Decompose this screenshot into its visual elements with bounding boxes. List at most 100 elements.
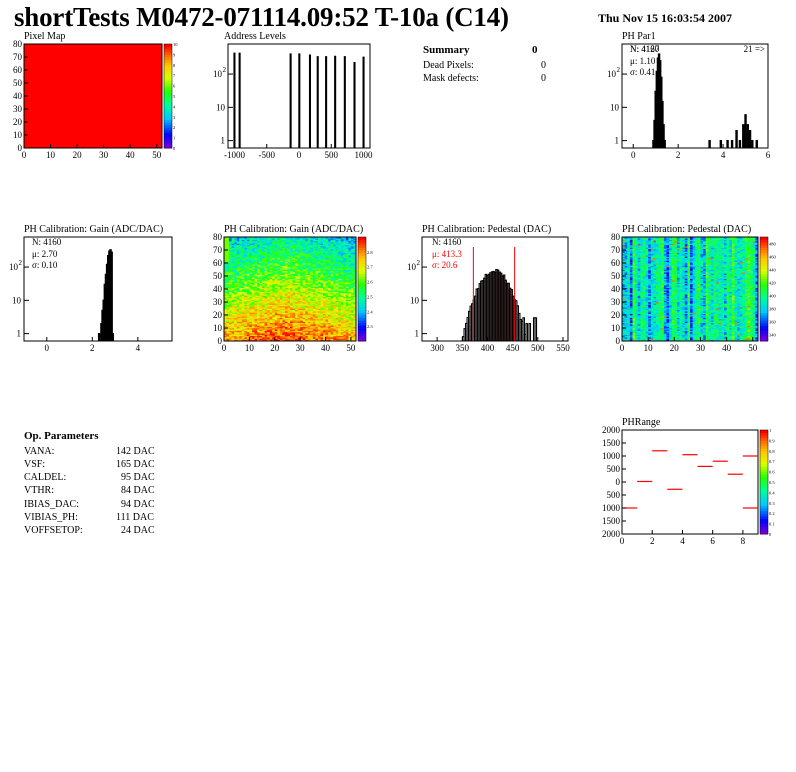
ph-gain-map-cell [350, 320, 354, 322]
ph-gain-map-cell [315, 325, 319, 327]
ph-gain-map-cell [234, 312, 237, 314]
ph-gain-map-cell [338, 296, 342, 299]
ph-gain-map-cell [264, 256, 268, 259]
ph-gain-map-cell [333, 325, 336, 327]
ph-gain-map-cell [264, 307, 268, 309]
ph-gain-map-cell [264, 303, 268, 305]
ph-gain-map-cell [320, 278, 324, 281]
ph-gain-map-cell [259, 238, 263, 240]
ph-gain-map-cell [249, 252, 253, 255]
ph-gain-map-cell [287, 274, 291, 277]
ph-gain-map-cell [290, 261, 293, 264]
address-levels-xtick-label: 1000 [355, 150, 374, 160]
ph-gain-map-cell [290, 309, 293, 312]
ph-gain-map-cell [300, 291, 303, 294]
ph-gain-map-cell [290, 315, 293, 317]
ph-gain-map-cell [335, 276, 339, 278]
ph-pedestal-map-cell [622, 334, 625, 337]
ph-gain-map-cell [224, 304, 227, 307]
ph-gain-map-cell [264, 263, 268, 265]
ph-gain-map-cell [340, 263, 344, 265]
ph-gain-map-cell [234, 274, 237, 277]
ph-gain-map-cell [335, 265, 339, 268]
ph-gain-map-cell [315, 238, 319, 240]
ph-gain-map-cell [328, 282, 331, 285]
ph-gain-map-cell [226, 260, 230, 262]
ph-gain-map-cell [272, 274, 276, 277]
ph-gain-map-cell [269, 278, 273, 281]
ph-gain-map-cell [335, 260, 339, 262]
ph-gain-map-cell [340, 244, 344, 247]
ph-gain-map-cell [325, 331, 329, 334]
ph-gain-map-cell [325, 266, 329, 269]
ph-gain-map-cell [310, 246, 314, 248]
ph-gain-map-cell [295, 248, 298, 251]
ph-gain-map-cell [312, 272, 316, 274]
ph-gain-map-cell [239, 247, 243, 249]
ph-gain-map-cell [251, 281, 255, 283]
ph-gain-map-cell [282, 322, 286, 325]
ph-gain-map-cell [330, 302, 334, 304]
ph-gain-map-cell [251, 273, 255, 275]
ph-pedestal-map-cell [640, 334, 644, 337]
ph-gain-map-cell [231, 278, 235, 281]
ph-gain-map-cell [290, 291, 293, 294]
ph-gain-map-cell [300, 328, 303, 330]
ph-gain-map-cell [231, 277, 235, 279]
ph-gain-map-cell [267, 246, 270, 248]
ph-gain-map-cell [353, 286, 357, 288]
ph-gain-map-cell [229, 315, 232, 317]
ph-gain-map-cell [343, 305, 347, 308]
ph-gain-map-cell [317, 289, 321, 291]
ph-gain-map-cell [251, 286, 255, 288]
ph-gain-map-cell [320, 282, 324, 285]
ph-gain-map-cell [274, 265, 278, 268]
ph-gain-map-cell [259, 270, 263, 273]
ph-gain-map-cell [267, 260, 270, 262]
ph-gain-map-cell [315, 278, 319, 281]
ph-gain-map-cell [284, 239, 288, 242]
ph-gain-map-cell [330, 328, 334, 330]
ph-pedestal-map-cell [750, 335, 754, 338]
ph-gain-map-cell [254, 304, 258, 307]
ph-gain-map-cell [297, 335, 301, 338]
ph-gain-map-cell [320, 308, 324, 311]
ph-pedestal-map-cell [700, 337, 704, 339]
ph-gain-map-cell [305, 302, 309, 304]
ph-gain-map-cell [244, 302, 248, 304]
ph-gain-hist-title: PH Calibration: Gain (ADC/DAC) [24, 224, 164, 235]
ph-gain-map-cell [257, 325, 260, 327]
ph-gain-map-cell [328, 253, 331, 256]
ph-gain-map-cell [297, 302, 301, 304]
ph-gain-map-cell [274, 274, 278, 277]
ph-gain-map-cell [246, 328, 250, 330]
ph-gain-map-cell [340, 329, 344, 331]
pixel-map-colorbar-label: 0 [173, 146, 176, 151]
ph-gain-map-cell [310, 333, 314, 335]
ph-gain-map-cell [251, 276, 255, 278]
ph-gain-map-cell [305, 270, 309, 273]
ph-gain-map-cell [279, 243, 283, 246]
ph-gain-map-cell [292, 260, 296, 262]
ph-gain-map-cell [264, 283, 268, 286]
ph-gain-map-cell [335, 282, 339, 285]
ph-gain-map-cell [305, 286, 309, 288]
ph-gain-map-cell [335, 292, 339, 295]
ph-pedestal-map-cell [669, 330, 672, 333]
ph-gain-map-cell [251, 240, 255, 243]
ph-gain-map-cell [272, 237, 276, 239]
ph-gain-map-cell [267, 257, 270, 260]
ph-gain-map-cell [302, 318, 306, 321]
ph-gain-map-cell [325, 260, 329, 262]
ph-gain-map-cell [246, 337, 250, 339]
ph-gain-map-cell [315, 247, 319, 249]
ph-gain-map-cell [312, 242, 316, 244]
ph-gain-map-cell [236, 294, 240, 296]
ph-gain-map-cell [330, 272, 334, 274]
ph-gain-map-cell [269, 318, 273, 321]
ph-gain-map-cell [254, 244, 258, 247]
ph-gain-map-cell [340, 325, 344, 327]
ph-gain-map-cell [330, 255, 334, 257]
pixel-map-colorbar-cell [164, 88, 172, 92]
pixel-map-colorbar-cell [164, 122, 172, 126]
